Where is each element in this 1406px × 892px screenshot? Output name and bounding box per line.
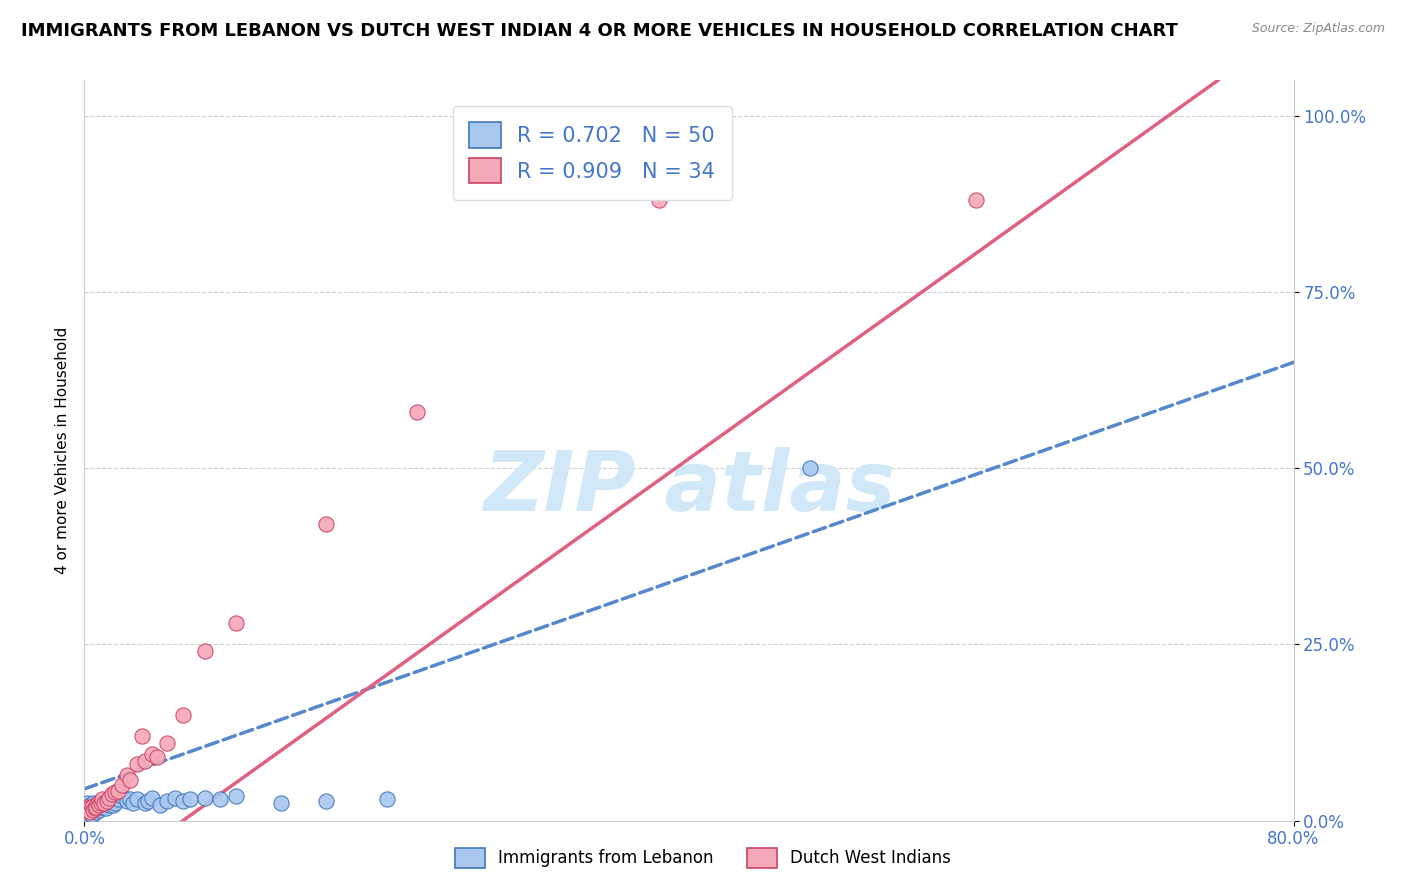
Point xyxy=(97,798,120,813)
Point xyxy=(127,757,149,772)
Point xyxy=(115,768,138,782)
Point xyxy=(156,794,179,808)
Point xyxy=(149,798,172,813)
Point xyxy=(82,801,104,815)
Point xyxy=(96,794,118,808)
Point xyxy=(225,789,247,803)
Point xyxy=(165,791,187,805)
Point xyxy=(118,792,141,806)
Point xyxy=(84,798,107,813)
Legend: Immigrants from Lebanon, Dutch West Indians: Immigrants from Lebanon, Dutch West Indi… xyxy=(449,841,957,875)
Point xyxy=(80,803,103,817)
Point xyxy=(134,754,156,768)
Point xyxy=(648,193,671,207)
Point xyxy=(75,799,97,814)
Point xyxy=(104,785,127,799)
Point xyxy=(80,808,103,822)
Point xyxy=(131,729,153,743)
Point xyxy=(91,796,114,810)
Point xyxy=(82,803,104,817)
Point xyxy=(172,707,194,722)
Point xyxy=(90,796,112,810)
Point xyxy=(77,801,100,815)
Point xyxy=(76,803,98,817)
Point xyxy=(179,792,201,806)
Point xyxy=(77,801,100,815)
Point xyxy=(141,747,163,761)
Point xyxy=(87,796,110,810)
Point xyxy=(134,796,156,810)
Point xyxy=(87,796,110,810)
Point xyxy=(89,798,111,813)
Point xyxy=(77,806,100,821)
Point xyxy=(127,792,149,806)
Point xyxy=(89,798,111,813)
Point xyxy=(79,805,101,820)
Point xyxy=(79,798,101,813)
Point xyxy=(107,792,129,806)
Point xyxy=(76,796,98,810)
Point xyxy=(80,799,103,814)
Text: IMMIGRANTS FROM LEBANON VS DUTCH WEST INDIAN 4 OR MORE VEHICLES IN HOUSEHOLD COR: IMMIGRANTS FROM LEBANON VS DUTCH WEST IN… xyxy=(21,22,1178,40)
Point xyxy=(96,796,118,810)
Point xyxy=(100,794,122,808)
Point xyxy=(111,789,134,803)
Point xyxy=(107,784,129,798)
Point xyxy=(406,405,429,419)
Point xyxy=(84,801,107,815)
Point xyxy=(97,791,120,805)
Point xyxy=(75,803,97,817)
Y-axis label: 4 or more Vehicles in Household: 4 or more Vehicles in Household xyxy=(55,326,70,574)
Point xyxy=(93,796,115,810)
Point xyxy=(315,794,337,808)
Point xyxy=(270,796,292,810)
Point xyxy=(84,803,107,817)
Point xyxy=(965,193,987,207)
Point xyxy=(194,644,217,658)
Point xyxy=(94,801,117,815)
Point xyxy=(91,792,114,806)
Point xyxy=(82,796,104,810)
Point xyxy=(89,803,111,817)
Point xyxy=(146,750,169,764)
Text: Source: ZipAtlas.com: Source: ZipAtlas.com xyxy=(1251,22,1385,36)
Point xyxy=(136,794,159,808)
Text: ZIP atlas: ZIP atlas xyxy=(482,447,896,528)
Point xyxy=(156,736,179,750)
Point xyxy=(101,798,124,813)
Point xyxy=(90,799,112,814)
Point xyxy=(375,792,398,806)
Point xyxy=(76,799,98,814)
Point xyxy=(104,796,127,810)
Point xyxy=(87,801,110,815)
Point xyxy=(100,787,122,801)
Point xyxy=(118,772,141,787)
Point xyxy=(172,794,194,808)
Point xyxy=(799,461,821,475)
Point xyxy=(86,799,108,814)
Point xyxy=(121,796,143,810)
Point xyxy=(86,805,108,820)
Point xyxy=(141,791,163,805)
Point xyxy=(80,799,103,814)
Point xyxy=(111,778,134,792)
Point xyxy=(225,616,247,631)
Point xyxy=(209,792,232,806)
Point xyxy=(86,799,108,814)
Point xyxy=(79,805,101,820)
Point xyxy=(315,517,337,532)
Legend: R = 0.702   N = 50, R = 0.909   N = 34: R = 0.702 N = 50, R = 0.909 N = 34 xyxy=(453,105,731,200)
Point xyxy=(115,794,138,808)
Point xyxy=(93,799,115,814)
Point xyxy=(194,791,217,805)
